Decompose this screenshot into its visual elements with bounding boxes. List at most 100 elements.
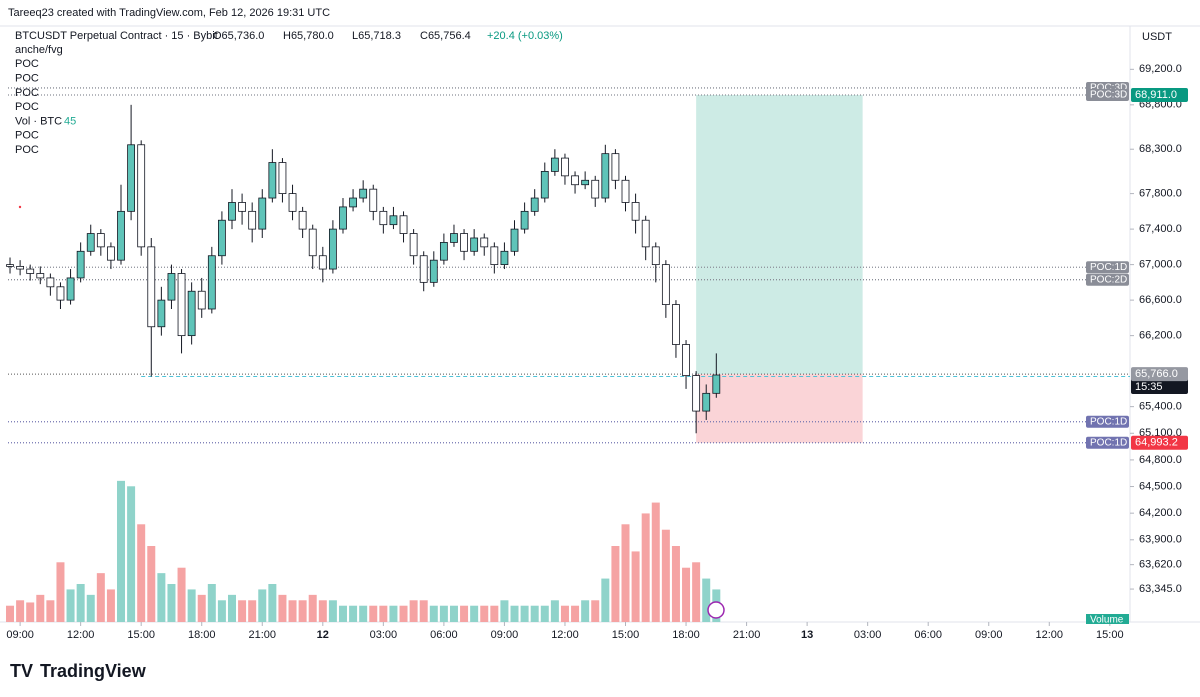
candle-body [137, 144, 146, 248]
volume-bar [86, 594, 95, 622]
volume-bar [167, 584, 176, 622]
volume-bar [480, 605, 489, 622]
candle-body [76, 250, 85, 279]
candle-body [339, 206, 347, 230]
volume-bar [66, 589, 75, 622]
volume-bar [540, 605, 549, 622]
ohlc-high: H65,780.0 [283, 30, 334, 42]
candle-body [349, 197, 357, 208]
poc-tag [1086, 88, 1129, 101]
volume-bar [429, 605, 438, 622]
candle-body [258, 197, 267, 230]
candle-body [520, 210, 529, 230]
candle-body [127, 144, 135, 212]
volume-bar [238, 600, 247, 622]
candle-body [419, 255, 428, 283]
volume-bar [510, 605, 519, 622]
y-tick-label: 64,500.0 [1139, 480, 1182, 492]
x-tick-label: 06:00 [914, 629, 942, 641]
candle-body [167, 273, 176, 301]
y-tick-label: 65,400.0 [1139, 401, 1182, 413]
poc-label: POC:1D [1090, 416, 1127, 427]
volume-bar [318, 600, 327, 622]
entry-tag-bg [1131, 367, 1188, 382]
poc-tag [1086, 273, 1129, 286]
candle-body [197, 290, 206, 310]
candle-body [641, 219, 650, 248]
x-tick-label: 15:00 [612, 629, 640, 641]
y-tick-label: 63,345.0 [1139, 583, 1182, 595]
candle-body [107, 246, 115, 261]
volume-bar [187, 589, 196, 622]
candle-body [379, 210, 388, 226]
candle-body [369, 188, 378, 212]
candle-body [56, 286, 65, 301]
candle-body [631, 202, 640, 221]
candle-body [268, 162, 277, 199]
x-tick-label: 12:00 [67, 629, 95, 641]
candle-body [298, 210, 307, 230]
volume-bar [530, 605, 539, 622]
volume-bar [641, 513, 650, 622]
volume-bar [702, 578, 711, 622]
volume-bar [460, 605, 469, 622]
candle-body [480, 237, 489, 248]
volume-bar [581, 600, 590, 622]
y-tick-label: 64,200.0 [1139, 507, 1182, 519]
credit: Tareeq23 created with TradingView.com, F… [8, 7, 330, 19]
candle-body [550, 157, 559, 172]
candle-body [661, 264, 670, 305]
volume-bar [359, 605, 368, 622]
x-tick-label: 03:00 [854, 629, 882, 641]
y-tick-label: 66,600.0 [1139, 294, 1182, 306]
entry-tag: 65,766.0 [1135, 368, 1178, 380]
volume-bar [661, 529, 670, 622]
candle-body [601, 153, 610, 199]
candle-body [540, 171, 549, 199]
x-tick-label: 15:00 [127, 629, 155, 641]
symbol: BTCUSDT Perpetual Contract · 15 · Bybit [15, 30, 218, 42]
x-tick-label: 12:00 [551, 629, 579, 641]
volume-bar [248, 600, 257, 622]
flash-icon[interactable] [707, 601, 725, 619]
volume-bar [298, 600, 307, 622]
volume-bar [439, 605, 448, 622]
y-tick-label: 68,300.0 [1139, 143, 1182, 155]
poc-tag [1086, 261, 1129, 274]
candle-body [218, 219, 226, 257]
candle-body [621, 179, 630, 203]
x-tick-label: 15:00 [1096, 629, 1124, 641]
candle-body [157, 299, 166, 328]
ohlc-open: O65,736.0 [213, 30, 264, 42]
volume-bar [379, 605, 388, 622]
marker [18, 205, 22, 209]
candle-body [147, 246, 156, 328]
candle-body [86, 233, 95, 252]
candle-body [712, 374, 721, 394]
candle-body [26, 268, 35, 274]
countdown: 15:35 [1135, 381, 1163, 393]
candle-body [490, 246, 499, 266]
candle-body [278, 162, 287, 194]
volume-bar [591, 600, 600, 622]
candle-body [36, 273, 45, 279]
indicator-name: POC [15, 87, 39, 99]
ohlc-close: C65,756.4 [420, 30, 471, 42]
volume-tag-bg [1086, 614, 1129, 624]
candle-body [359, 188, 368, 199]
currency: USDT [1142, 31, 1172, 43]
indicator-name: POC [15, 73, 39, 85]
candle-body [500, 250, 509, 266]
volume-bar [409, 600, 418, 622]
candle-body [16, 265, 25, 270]
volume-bar [117, 480, 126, 622]
volume-bar [601, 578, 610, 622]
volume-bar [692, 562, 701, 622]
volume-bar [631, 551, 640, 622]
indicator-name: anche/fvg [15, 44, 63, 56]
candle-body [66, 277, 75, 301]
ohlc-change: +20.4 (+0.03%) [487, 30, 563, 42]
candle-body [207, 255, 216, 310]
candle-body [248, 210, 257, 230]
candle-body [450, 233, 458, 243]
